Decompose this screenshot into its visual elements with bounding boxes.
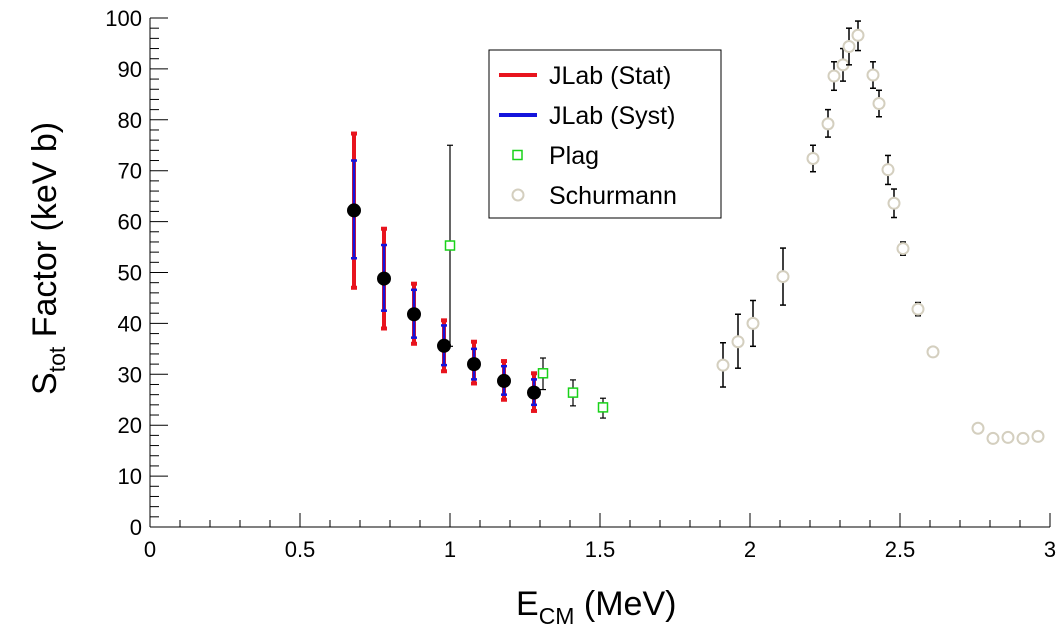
schurmann-point	[1001, 430, 1015, 444]
legend-square-marker	[512, 149, 523, 161]
schurmann-point	[911, 302, 925, 316]
legend-label: JLab (Syst)	[549, 102, 675, 130]
schurmann-point	[866, 68, 880, 82]
schurmann-point	[851, 28, 865, 42]
y-tick-label: 0	[130, 515, 142, 540]
y-axis-title: Stot Factor (keV b)	[26, 122, 70, 395]
schurmann-point	[716, 358, 730, 372]
jlab-point	[497, 373, 511, 388]
x-tick-label: 3	[1044, 537, 1056, 562]
y-tick-label: 100	[105, 6, 142, 31]
schurmann-point	[887, 196, 901, 210]
y-tick-label: 70	[118, 159, 142, 184]
schurmann-point	[872, 97, 886, 111]
schurmann-point	[881, 163, 895, 177]
x-tick-label: 0.5	[285, 537, 316, 562]
jlab-point	[377, 271, 391, 286]
plag-point	[537, 368, 549, 379]
schurmann-point	[926, 345, 940, 359]
plot-area	[347, 20, 1045, 445]
schurmann-point	[746, 316, 760, 330]
schurmann-point	[986, 431, 1000, 445]
legend-label: Plag	[549, 142, 599, 170]
legend-circle-marker	[511, 188, 525, 202]
y-tick-label: 50	[118, 261, 142, 286]
x-axis-title: ECM (MeV)	[516, 585, 676, 628]
plag-point	[597, 402, 609, 413]
legend: JLab (Stat) JLab (Syst) Plag Schurmann	[488, 49, 722, 219]
schurmann-point	[842, 40, 856, 54]
schurmann-point	[971, 421, 985, 435]
legend-label: Schurmann	[549, 182, 677, 210]
schurmann-point	[827, 69, 841, 83]
legend-box	[488, 49, 722, 219]
schurmann-point	[731, 335, 745, 349]
jlab-point	[527, 385, 541, 400]
x-tick-label: 2.5	[885, 537, 916, 562]
jlab-point	[407, 307, 421, 322]
jlab-point	[467, 357, 481, 372]
x-tick-label: 1	[444, 537, 456, 562]
schurmann-point	[776, 270, 790, 284]
plag-point	[444, 240, 456, 251]
y-tick-label: 20	[118, 413, 142, 438]
x-tick-label: 2	[744, 537, 756, 562]
schurmann-point	[806, 151, 820, 165]
x-tick-label: 1.5	[585, 537, 616, 562]
y-tick-label: 80	[118, 108, 142, 133]
x-tick-label: 0	[144, 537, 156, 562]
jlab-point	[347, 203, 361, 218]
plag-point	[567, 387, 579, 398]
y-tick-label: 90	[118, 57, 142, 82]
legend-label: JLab (Stat)	[549, 62, 671, 90]
schurmann-point	[896, 242, 910, 256]
schurmann-point	[821, 117, 835, 131]
y-tick-label: 10	[118, 464, 142, 489]
y-tick-label: 60	[118, 210, 142, 235]
y-tick-label: 40	[118, 311, 142, 336]
y-tick-label: 30	[118, 362, 142, 387]
schurmann-point	[1016, 431, 1030, 445]
schurmann-point	[1031, 429, 1045, 443]
jlab-point	[437, 338, 451, 353]
